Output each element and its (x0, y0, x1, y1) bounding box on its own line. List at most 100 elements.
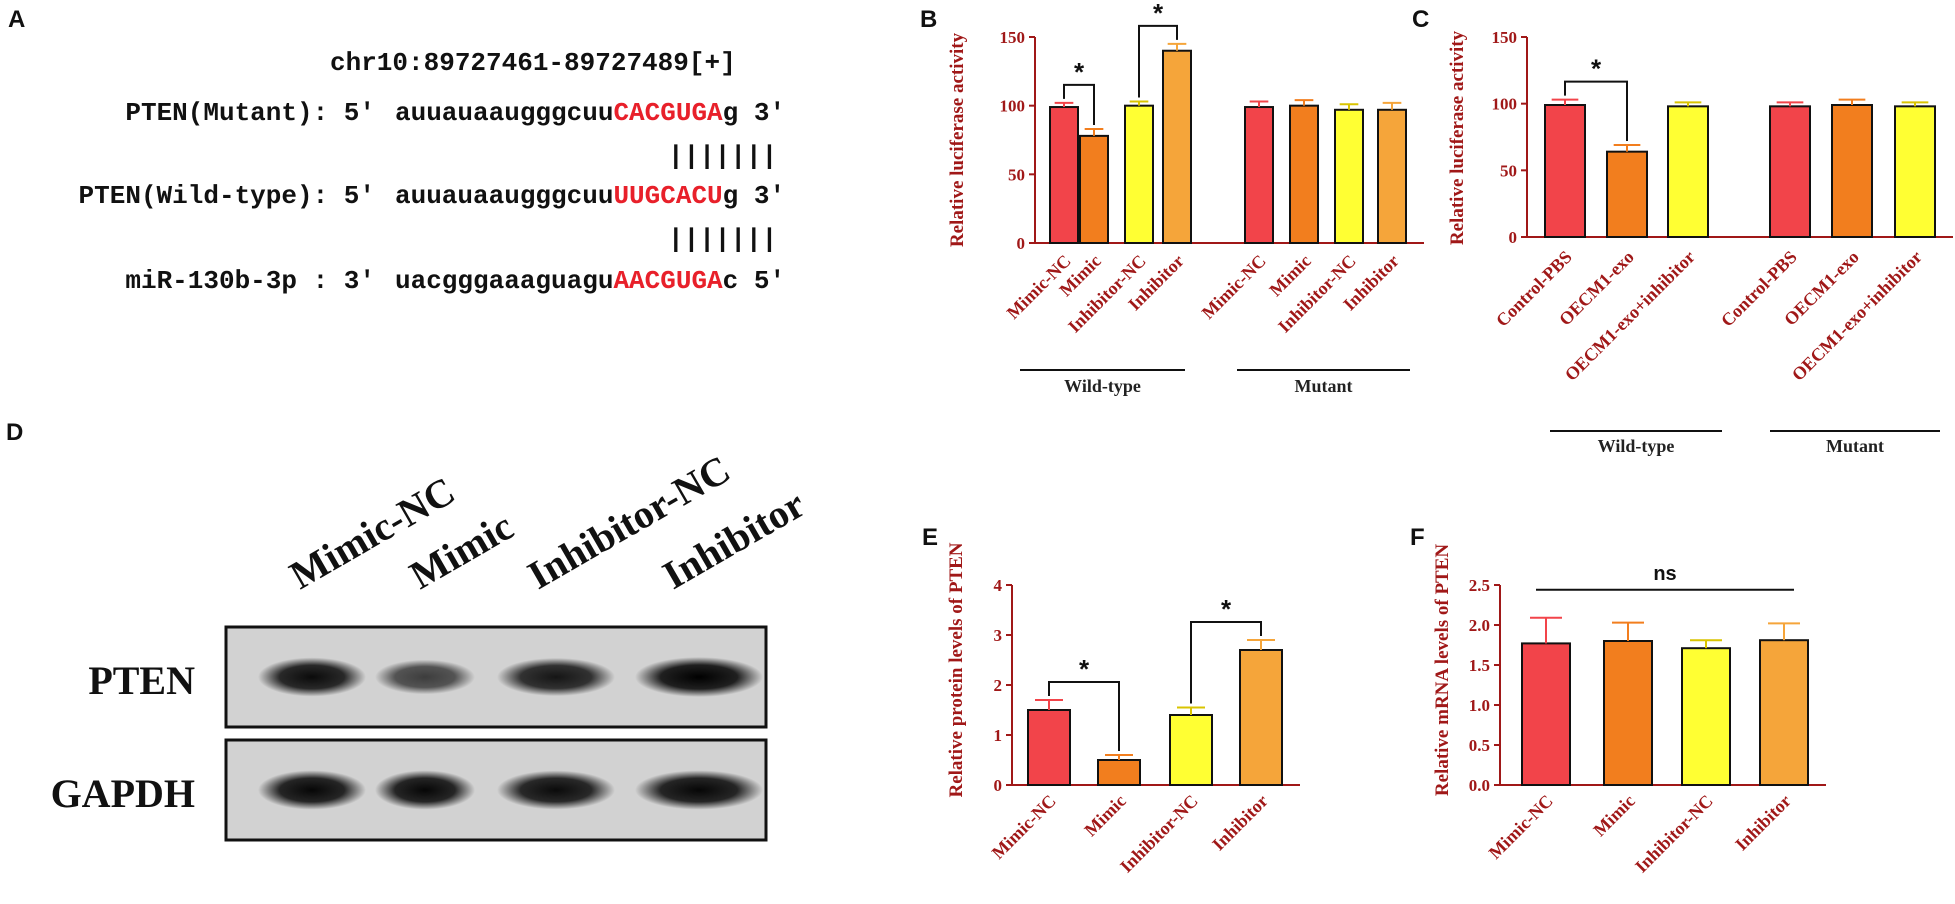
panel-a: A chr10:89727461-89727489[+] PTEN(Mutant… (8, 6, 785, 296)
pairing-lines-2: ||||||| (668, 224, 777, 254)
panel-letter: B (920, 6, 937, 33)
locus-label: chr10:89727461-89727489[+] (330, 48, 736, 78)
y-tick-label: 0.5 (1469, 736, 1490, 755)
bar (1027, 709, 1071, 786)
wildtype-tail: g 3' (723, 181, 785, 211)
mutant-seed: CACGUGA (613, 98, 723, 128)
bar (1667, 105, 1709, 239)
bar (1049, 106, 1079, 245)
significance-label: * (1221, 594, 1232, 624)
significance-label: ns (1653, 563, 1676, 585)
mutant-row-seq: auuauaaugggcuuCACGUGAg 3' (395, 98, 785, 128)
blot-band (258, 657, 366, 697)
group-label: Mutant (1826, 436, 1884, 456)
significance-bracket (1063, 83, 1095, 126)
x-tick-label: Inhibitor-NC (1631, 791, 1717, 877)
group-label: Wild-type (1064, 376, 1141, 396)
y-tick-label: 150 (1000, 28, 1026, 47)
x-tick-label: Inhibitor (1208, 791, 1272, 855)
y-tick-label: 1.0 (1469, 696, 1490, 715)
mirna-row-seq: uacgggaaaguaguAACGUGAc 5' (395, 266, 785, 296)
bar (1162, 49, 1192, 244)
group-label: Wild-type (1598, 436, 1675, 456)
panel-a-letter: A (8, 6, 25, 33)
bar (1544, 104, 1586, 238)
y-tick-label: 0.0 (1469, 776, 1490, 795)
panel-letter: E (922, 524, 938, 551)
y-tick-label: 100 (1000, 97, 1026, 116)
y-tick-label: 2 (994, 676, 1003, 695)
panel-d: D Mimic-NC Mimic Inhibitor-NC Inhibitor … (6, 419, 812, 842)
mutant-seq: auuauaaugggcuu (395, 98, 613, 128)
bar (1606, 150, 1648, 239)
y-tick-label: 2.5 (1469, 576, 1490, 595)
bar (1377, 108, 1407, 244)
y-tick-label: 4 (994, 576, 1003, 595)
mirna-tail: c 5' (723, 266, 785, 296)
bar (1603, 640, 1653, 786)
bar (1239, 649, 1283, 786)
bar (1521, 642, 1571, 787)
mirna-seq: uacgggaaaguagu (395, 266, 613, 296)
significance-bracket (1048, 681, 1120, 751)
blot-band (635, 770, 763, 810)
y-tick-label: 3 (994, 626, 1003, 645)
significance-label: * (1591, 54, 1602, 84)
x-tick-label: Mimic (1589, 791, 1638, 840)
pairing-lines-1: ||||||| (668, 141, 777, 171)
blot-row-label-gapdh: GAPDH (51, 771, 195, 816)
bar (1894, 105, 1936, 239)
x-tick-label: Mimic-NC (1198, 251, 1270, 323)
blot-bands (258, 657, 763, 810)
blot-band (258, 770, 366, 810)
mirna-row-label: miR-130b-3p : 3' (125, 266, 375, 296)
significance-label: * (1074, 57, 1085, 87)
chart-e: E Relative protein levels of PTEN 0 1 2 3 4 Mim… (922, 524, 1300, 877)
bar (1769, 105, 1811, 239)
y-tick-label: 0 (1509, 228, 1518, 247)
bar (1097, 759, 1141, 786)
panel-letter: F (1410, 524, 1425, 551)
y-tick-label: 50 (1500, 161, 1517, 180)
chart-b: B Relative luciferase activity 0 50 100 150 Mi… (920, 0, 1424, 396)
blot-band (635, 657, 763, 697)
y-tick-label: 1 (994, 726, 1003, 745)
y-tick-label: 100 (1492, 95, 1518, 114)
x-tick-label: Mimic-NC (988, 791, 1060, 863)
wildtype-seq: auuauaaugggcuu (395, 181, 613, 211)
blot-band (375, 770, 475, 810)
x-tick-label: Mimic (1080, 791, 1129, 840)
x-tick-label: OECM1-exo+inhibitor (1788, 247, 1926, 385)
bar (1169, 714, 1213, 786)
y-axis-title: Relative mRNA levels of PTEN (1432, 544, 1453, 797)
chart-f: F Relative mRNA levels of PTEN 0.0 0.5 1.0 1.… (1410, 524, 1826, 877)
y-tick-label: 150 (1492, 28, 1518, 47)
wildtype-row-seq: auuauaaugggcuuUUGCACUg 3' (395, 181, 785, 211)
significance-bracket (1138, 24, 1178, 98)
blot-band (375, 659, 475, 695)
y-tick-label: 0 (994, 776, 1003, 795)
wildtype-row-label: PTEN(Wild-type): 5' (79, 181, 375, 211)
group-label: Mutant (1295, 376, 1353, 396)
blot-band (497, 657, 615, 697)
bar (1759, 639, 1809, 787)
panel-d-letter: D (6, 419, 23, 446)
x-tick-label: Inhibitor (1731, 791, 1795, 855)
y-axis-title: Relative luciferase activity (1447, 30, 1468, 245)
y-tick-label: 2.0 (1469, 616, 1490, 635)
blot-band (497, 770, 615, 810)
mutant-row-label: PTEN(Mutant): 5' (125, 98, 375, 128)
bar (1244, 106, 1274, 245)
significance-bracket (1190, 621, 1262, 704)
charts: B Relative luciferase activity 0 50 100 150 Mi… (920, 0, 1953, 877)
x-tick-label: Mimic-NC (1485, 791, 1557, 863)
bar (1124, 104, 1154, 244)
y-axis-title: Relative luciferase activity (947, 32, 968, 247)
bar (1079, 134, 1109, 245)
bar (1334, 108, 1364, 244)
mirna-seed: AACGUGA (613, 266, 723, 296)
bar (1831, 104, 1873, 238)
wildtype-seed: UUGCACU (613, 181, 722, 211)
